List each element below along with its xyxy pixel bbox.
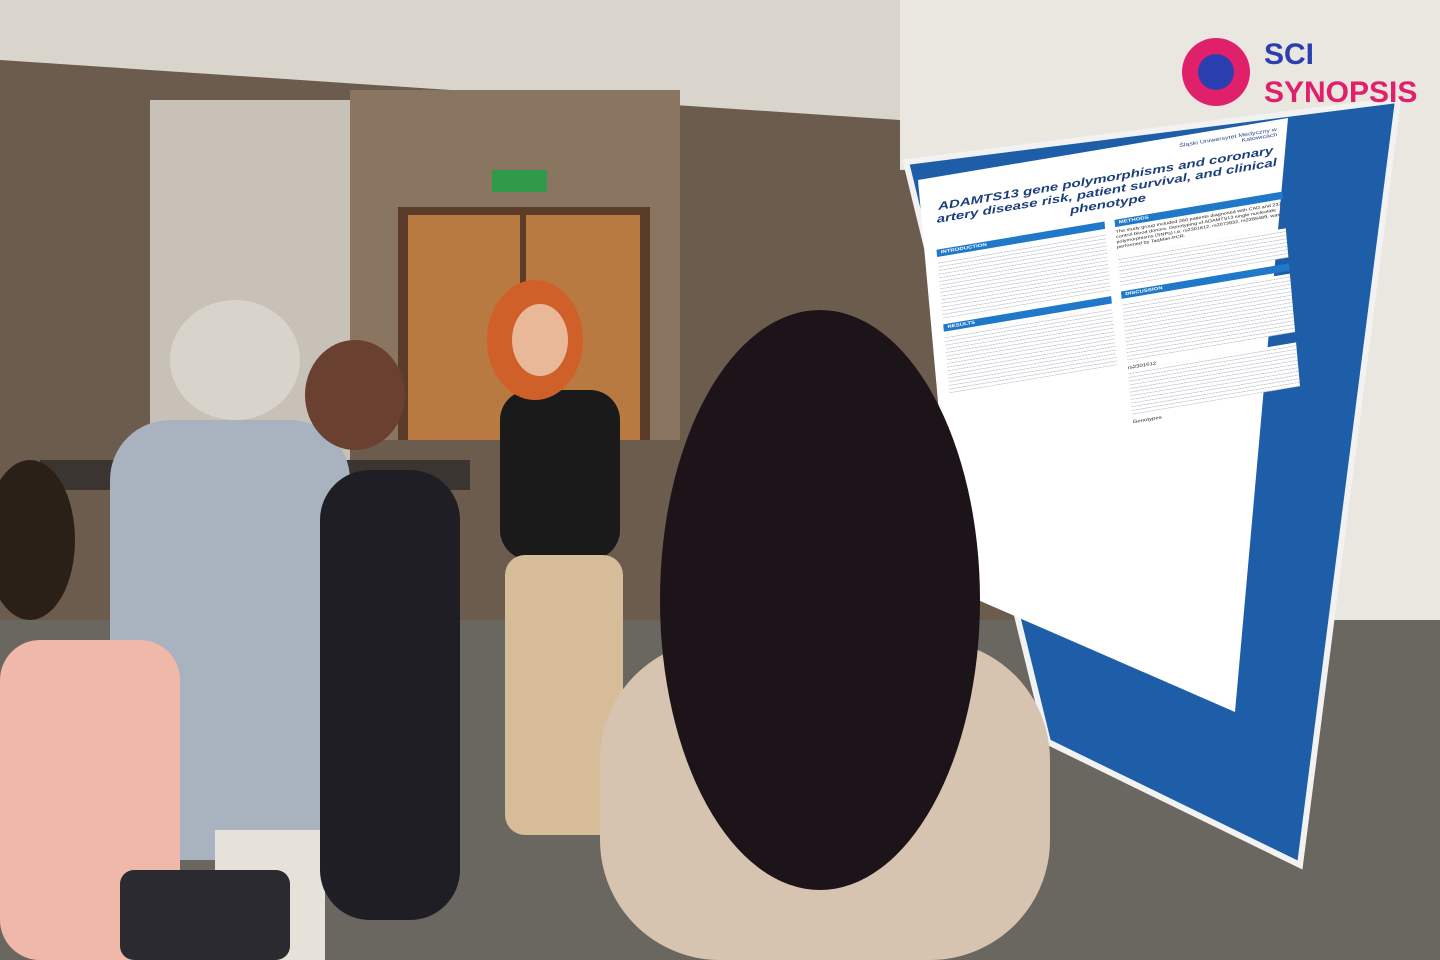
presenter-top [500,390,620,560]
phone [120,870,290,960]
exit-sign [492,170,547,192]
woman-blazer [320,470,460,920]
logo-line1: SCI [1264,38,1314,71]
logo-mark-inner [1198,54,1234,90]
poster: Śląski Uniwersytet Medyczny w Katowicach… [936,127,1301,425]
left-person-head [0,460,75,620]
presenter-trousers [505,555,623,835]
foreground-hair [660,310,980,890]
woman-hair [305,340,405,450]
presenter-face [512,304,568,376]
man-head [170,300,300,420]
logo-line2: SYNOPSIS [1264,76,1417,109]
